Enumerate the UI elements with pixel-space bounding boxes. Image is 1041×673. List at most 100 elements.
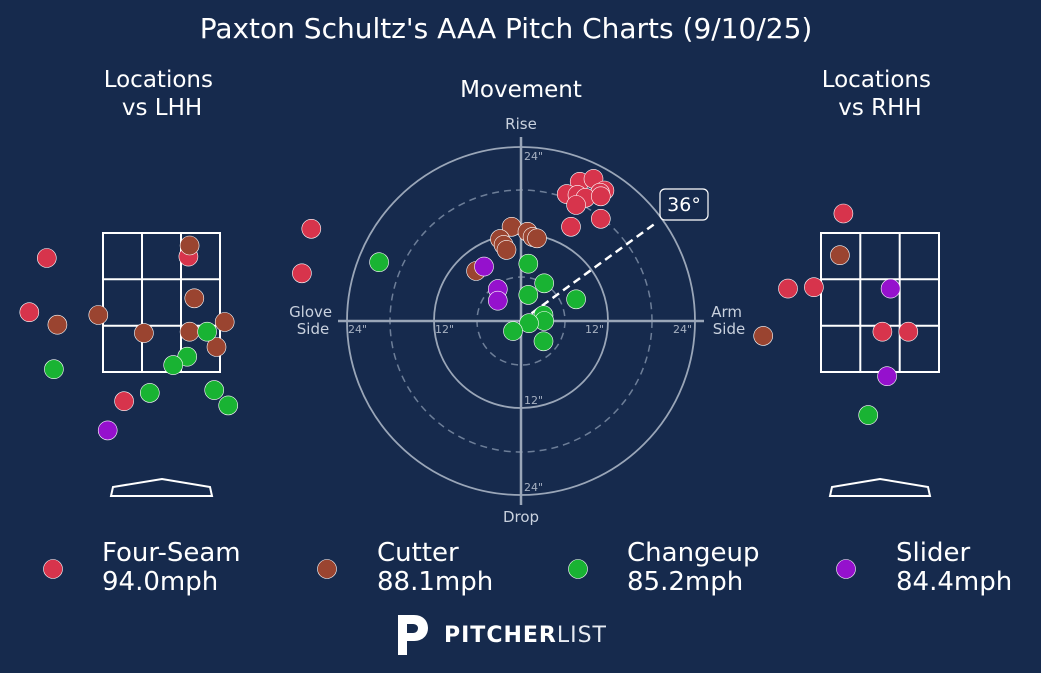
movement-point-four-seam xyxy=(590,209,611,229)
rhh-home-plate xyxy=(828,477,932,497)
tick-label-bottom-24: 24" xyxy=(524,481,543,494)
rhh-point-slider xyxy=(877,366,897,387)
pitcherlist-logo-icon xyxy=(398,615,428,655)
lhh-point-cutter xyxy=(179,235,200,256)
rhh-point-four-seam xyxy=(898,321,919,342)
lhh-panel-title-line-1: Locations xyxy=(104,67,213,93)
legend-marker-slider xyxy=(836,559,856,579)
lhh-point-changeup xyxy=(204,380,224,400)
lhh-home-plate xyxy=(109,477,214,497)
movement-point-slider xyxy=(474,256,494,277)
rhh-point-cutter xyxy=(830,245,850,265)
rhh-point-four-seam xyxy=(778,278,798,299)
legend-marker-cutter xyxy=(317,559,337,579)
lhh-point-changeup xyxy=(140,383,160,403)
tick-label-right-24: 24" xyxy=(673,323,692,336)
lhh-points xyxy=(19,219,389,441)
legend-velo-changeup: 85.2mph xyxy=(627,567,743,597)
movement-point-slider xyxy=(487,290,508,311)
lhh-point-four-seam xyxy=(114,391,134,412)
lhh-point-changeup xyxy=(163,355,183,375)
rhh-points xyxy=(753,203,919,425)
legend-marker-four-seam xyxy=(43,559,63,579)
lhh-point-changeup xyxy=(197,321,217,342)
legend: Four-Seam 94.0mph Cutter 88.1mph Changeu… xyxy=(43,538,1012,597)
lhh-point-changeup xyxy=(369,252,389,273)
lhh-point-cutter xyxy=(134,323,154,343)
lhh-point-cutter xyxy=(214,312,235,332)
movement-panel-title: Movement xyxy=(460,77,582,103)
rhh-location-panel xyxy=(753,203,940,497)
arm-angle-label-box xyxy=(659,188,709,221)
lhh-point-cutter xyxy=(184,288,205,309)
rhh-point-changeup xyxy=(858,405,879,425)
movement-point-changeup xyxy=(533,331,554,352)
lhh-point-cutter xyxy=(206,337,227,357)
rhh-point-four-seam xyxy=(872,321,893,342)
lhh-point-four-seam xyxy=(36,248,57,268)
tick-label-right-12: 12" xyxy=(585,323,604,336)
legend-velo-slider: 84.4mph xyxy=(896,567,1012,597)
tick-label-left-24: 24" xyxy=(348,323,367,336)
lhh-point-cutter xyxy=(179,321,200,342)
axis-label-arm-side-line-1: Arm xyxy=(711,303,742,321)
movement-point-four-seam xyxy=(561,217,581,237)
legend-velo-four-seam: 94.0mph xyxy=(102,567,218,597)
movement-point-four-seam xyxy=(590,186,611,207)
movement-point-four-seam xyxy=(566,195,586,215)
pitcherlist-logo-text-strong: PITCHER xyxy=(444,622,557,648)
rhh-point-four-seam xyxy=(833,203,854,224)
rhh-panel-title-line-2: vs RHH xyxy=(838,95,921,121)
lhh-point-four-seam xyxy=(301,219,322,239)
movement-plot: Rise Drop Glove Side Arm Side 24" 12" 24… xyxy=(289,115,747,526)
tick-label-left-12: 12" xyxy=(435,323,454,336)
ring-tick-labels: 24" 12" 24" 24" 12" 12" 24" xyxy=(348,150,692,494)
axis-label-rise: Rise xyxy=(505,115,537,133)
movement-points xyxy=(466,169,615,352)
lhh-panel-title: Locations vs LHH xyxy=(104,67,221,121)
lhh-location-panel xyxy=(19,219,389,497)
lhh-point-four-seam xyxy=(19,302,40,323)
lhh-point-slider xyxy=(97,420,118,441)
movement-point-changeup xyxy=(534,273,555,294)
movement-point-changeup xyxy=(518,285,539,305)
tick-label-top-24: 24" xyxy=(524,150,543,163)
legend-velo-cutter: 88.1mph xyxy=(377,567,493,597)
axis-label-glove-side-line-1: Glove xyxy=(289,303,332,321)
axis-label-arm-side: Arm Side xyxy=(711,303,747,338)
rhh-point-slider xyxy=(880,278,901,299)
arm-angle-label: 36° xyxy=(667,194,701,216)
axis-label-drop: Drop xyxy=(503,508,539,526)
arm-angle-line xyxy=(520,221,657,323)
lhh-point-cutter xyxy=(88,305,109,325)
movement-point-changeup xyxy=(566,289,586,310)
pitcherlist-logo-text-light: LIST xyxy=(556,622,607,648)
legend-label-four-seam: Four-Seam xyxy=(102,538,241,568)
chart-title: Paxton Schultz's AAA Pitch Charts (9/10/… xyxy=(200,12,813,45)
lhh-point-changeup xyxy=(218,395,238,416)
rhh-panel-title: Locations vs RHH xyxy=(822,67,939,121)
legend-marker-changeup xyxy=(568,559,588,579)
lhh-point-cutter xyxy=(47,314,68,335)
movement-point-changeup xyxy=(518,253,539,274)
movement-point-changeup xyxy=(503,321,523,341)
movement-point-cutter xyxy=(496,240,517,260)
movement-point-changeup xyxy=(519,313,539,334)
rhh-point-four-seam xyxy=(804,277,824,298)
legend-label-changeup: Changeup xyxy=(627,538,760,568)
rhh-point-cutter xyxy=(753,326,774,346)
axis-label-glove-side-line-2: Side xyxy=(297,320,329,338)
legend-label-slider: Slider xyxy=(896,538,970,568)
lhh-strike-zone xyxy=(102,232,221,373)
axis-label-arm-side-line-2: Side xyxy=(713,320,745,338)
lhh-point-four-seam xyxy=(292,263,312,284)
tick-label-bottom-12: 12" xyxy=(524,394,543,407)
lhh-panel-title-line-2: vs LHH xyxy=(122,95,202,121)
legend-label-cutter: Cutter xyxy=(377,538,459,568)
pitcherlist-logo: PITCHER LIST xyxy=(394,613,607,657)
axis-label-glove-side: Glove Side xyxy=(289,303,337,338)
rhh-panel-title-line-1: Locations xyxy=(822,67,931,93)
lhh-point-changeup xyxy=(44,359,64,380)
movement-point-cutter xyxy=(527,228,547,249)
